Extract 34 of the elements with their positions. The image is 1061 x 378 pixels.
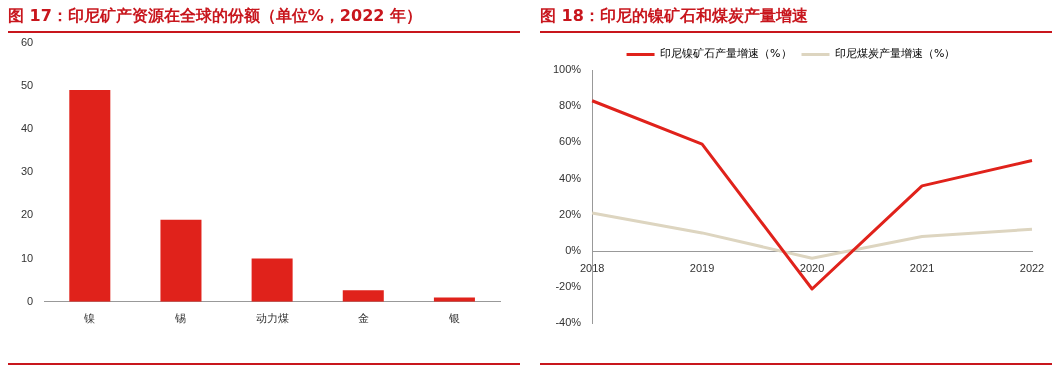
x-tick-label: 2019: [689, 261, 715, 274]
y-tick-label: -40%: [555, 316, 582, 329]
y-tick-label: 80%: [559, 99, 582, 112]
x-tick-label: 2022: [1019, 261, 1045, 274]
bar: [251, 258, 293, 302]
x-tick-label: 银: [447, 312, 460, 325]
y-tick-label: 50: [20, 78, 34, 91]
x-tick-label: 金: [357, 312, 369, 325]
x-tick-label: 锡: [174, 312, 187, 325]
x-tick-label: 镍: [83, 312, 96, 325]
y-tick-label: 40%: [559, 171, 582, 184]
x-tick-label: 2021: [909, 261, 935, 274]
bar: [160, 219, 202, 302]
y-tick-label: 10: [20, 251, 34, 264]
y-tick-label: 60%: [559, 135, 582, 148]
y-tick-label: 0%: [565, 244, 582, 257]
x-tick-label: 动力煤: [255, 312, 289, 325]
x-tick-label: 2018: [579, 261, 605, 274]
bar: [433, 297, 475, 302]
bar: [69, 90, 111, 302]
y-tick-label: 40: [20, 122, 34, 135]
y-tick-label: 0: [27, 294, 34, 307]
y-tick-label: 20%: [559, 207, 582, 220]
legend-label: 印尼煤炭产量增速（%）: [835, 47, 956, 61]
legend-label: 印尼镍矿石产量增速（%）: [660, 47, 792, 61]
y-tick-label: 60: [20, 35, 34, 48]
bar: [342, 290, 384, 302]
x-tick-label: 2020: [799, 261, 825, 274]
y-tick-label: -20%: [555, 280, 582, 293]
chart-title: 图 17：印尼矿产资源在全球的份额（单位%，2022 年）: [8, 4, 520, 33]
y-tick-label: 30: [20, 165, 34, 178]
chart-title: 图 18：印尼的镍矿石和煤炭产量增速: [540, 4, 1052, 33]
y-tick-label: 100%: [552, 63, 582, 76]
y-tick-label: 20: [20, 208, 34, 221]
